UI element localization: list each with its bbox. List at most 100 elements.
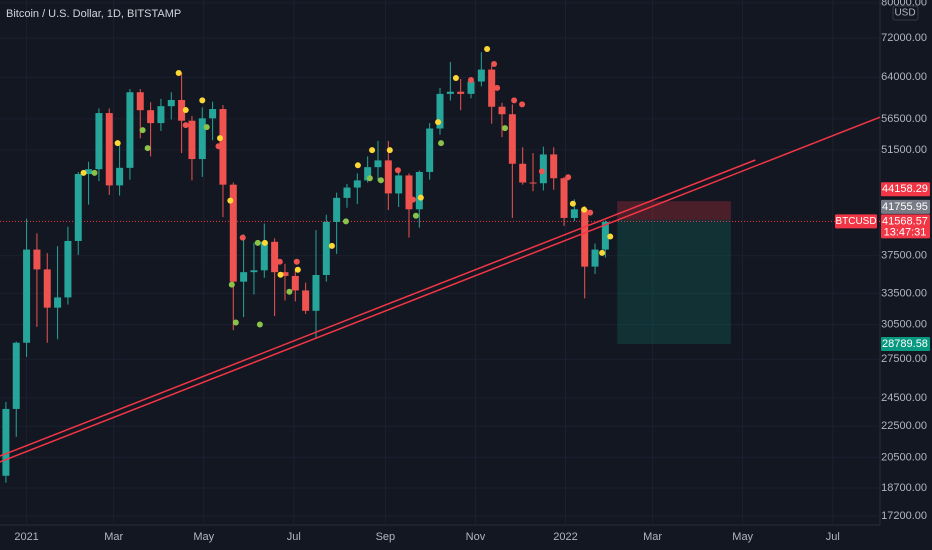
signal-dot	[232, 319, 239, 326]
candle-body	[95, 113, 103, 170]
candle-body	[198, 118, 206, 160]
signal-dot	[277, 271, 284, 278]
signal-dot	[511, 97, 518, 104]
candle-body	[2, 408, 10, 476]
candle-body	[64, 240, 72, 298]
signal-dot	[217, 135, 223, 142]
candle-body	[415, 171, 423, 210]
signal-dot	[452, 74, 459, 81]
signal-dot	[501, 125, 508, 132]
candle-body	[364, 167, 372, 181]
signal-dot	[491, 61, 498, 68]
stop-price-label: 44158.29	[882, 183, 928, 195]
candle-body	[136, 92, 144, 111]
y-tick-label: 72000.00	[881, 32, 927, 44]
x-tick-label: May	[193, 531, 214, 543]
candle-body	[550, 154, 558, 179]
candle-body	[260, 241, 268, 271]
candle-body	[229, 184, 237, 282]
x-tick-label: Nov	[466, 531, 486, 543]
signal-dot	[354, 162, 361, 169]
signal-dot	[468, 76, 475, 83]
signal-dot	[239, 234, 246, 241]
signal-dot	[182, 107, 189, 114]
candle-body	[281, 272, 289, 276]
symbol-box	[835, 214, 877, 229]
y-tick-label: 27500.00	[881, 353, 927, 365]
candle-body	[291, 275, 299, 291]
target-price-label: 28789.58	[882, 338, 928, 350]
target-price-label-box	[881, 336, 930, 351]
candle-body	[426, 128, 434, 172]
x-tick-label: Mar	[643, 531, 662, 543]
last-price-label: 41568.57	[882, 215, 928, 227]
candle-body	[395, 175, 403, 194]
plot-area	[0, 0, 880, 525]
signal-dot	[417, 194, 424, 201]
signal-dot	[203, 124, 210, 131]
candle-body	[581, 209, 589, 267]
candle-body	[54, 297, 62, 308]
signal-dot	[369, 147, 376, 154]
signal-dot	[199, 97, 206, 104]
x-tick-label: 2022	[553, 531, 577, 543]
candle-body	[23, 249, 31, 343]
candle-body	[74, 174, 82, 241]
y-tick-label: 56500.00	[881, 113, 927, 125]
last-price-box	[881, 214, 930, 239]
candle-body	[477, 69, 485, 82]
x-tick-label: Jul	[287, 531, 301, 543]
signal-dot	[412, 212, 419, 219]
signal-dot	[599, 249, 606, 256]
signal-dot	[366, 175, 373, 182]
candle-body	[322, 221, 330, 275]
signal-dot	[144, 145, 151, 152]
signal-dot	[114, 140, 121, 147]
signal-dot	[293, 258, 300, 265]
signal-dot	[386, 147, 393, 154]
signal-dot	[261, 239, 268, 246]
y-tick-label: 37500.00	[881, 250, 927, 262]
signal-dot	[377, 177, 384, 184]
signal-dot	[91, 169, 98, 176]
symbol-label: BTCUSD	[835, 216, 876, 227]
signal-dot	[581, 206, 588, 213]
signal-dot	[394, 167, 401, 174]
y-tick-label: 80000.00	[881, 0, 927, 9]
x-tick-label: 2021	[14, 531, 38, 543]
signal-dot	[276, 258, 283, 265]
candle-body	[405, 175, 413, 210]
y-tick-label: 20500.00	[881, 451, 927, 463]
axes: 80000.00 72000.00 64000.00 56500.00 51500.00…	[14, 0, 930, 543]
candle-body	[446, 91, 454, 94]
candle-body	[302, 290, 310, 311]
signal-dot	[286, 288, 293, 295]
signal-dot	[227, 197, 234, 204]
y-tick-label: 18700.00	[881, 482, 927, 494]
x-tick-label: Sep	[376, 531, 396, 543]
signal-dot	[409, 196, 416, 203]
candle-body	[167, 99, 175, 107]
candle-body	[601, 221, 609, 250]
candle-body	[570, 209, 578, 218]
signal-dot	[494, 84, 501, 91]
candle-body	[343, 187, 351, 198]
candle-body	[12, 342, 20, 409]
candle-body	[529, 182, 537, 184]
candle-body	[374, 160, 382, 168]
signal-dot	[587, 209, 594, 216]
countdown-label: 13:47:31	[884, 226, 927, 238]
candle-body	[591, 249, 599, 267]
candle-body	[508, 114, 516, 164]
position-target-zone	[617, 219, 731, 344]
currency-label: USD	[894, 8, 915, 19]
signal-dot	[294, 266, 301, 273]
signal-dot	[565, 174, 572, 181]
signal-dot	[256, 321, 263, 328]
candle-body	[467, 81, 475, 94]
candle-body	[333, 197, 341, 222]
candle-body	[384, 160, 392, 194]
candle-body	[188, 120, 196, 160]
candle-body	[43, 269, 51, 308]
